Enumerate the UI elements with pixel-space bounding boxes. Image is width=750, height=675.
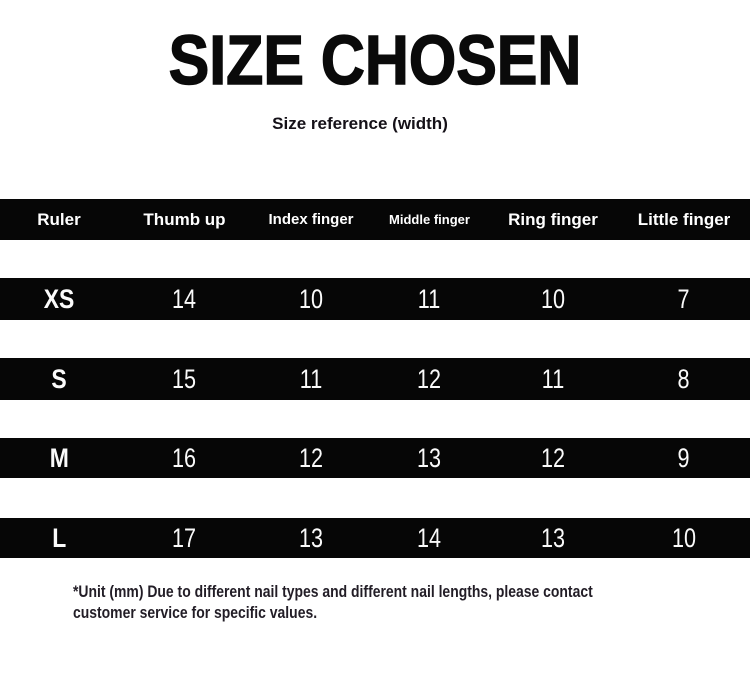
size-row-m: M 16 12 13 12 9: [0, 438, 750, 478]
page-title: SIZE CHOSEN: [168, 21, 582, 99]
size-value: 17: [172, 522, 197, 553]
size-value: 12: [298, 442, 324, 473]
size-value: 11: [541, 363, 565, 394]
size-row-xs: XS 14 10 11 10 7: [0, 278, 750, 320]
size-value: 12: [540, 442, 566, 473]
column-header-ring: Ring finger: [508, 209, 598, 229]
size-label: M: [49, 442, 69, 473]
size-value: 14: [172, 283, 197, 314]
size-value: 15: [172, 363, 197, 394]
size-value: 11: [418, 283, 441, 314]
size-label: XS: [43, 283, 75, 314]
column-header-little: Little finger: [637, 209, 731, 229]
size-value: 16: [172, 442, 197, 473]
size-value: 14: [417, 522, 442, 553]
column-header-thumb: Thumb up: [143, 209, 226, 229]
size-label: L: [51, 522, 67, 553]
size-value: 13: [417, 442, 442, 473]
unit-footnote-line2: customer service for specific values.: [73, 603, 318, 622]
page-subtitle: Size reference (width): [272, 114, 448, 133]
column-header-ruler: Ruler: [37, 209, 81, 229]
size-value: 13: [540, 522, 566, 553]
size-value: 10: [540, 283, 566, 314]
size-row-s: S 15 11 12 11 8: [0, 358, 750, 400]
column-header-index: Index finger: [268, 211, 354, 228]
size-value: 11: [299, 363, 323, 394]
size-value: 13: [298, 522, 324, 553]
size-value: 10: [298, 283, 324, 314]
column-header-middle: Middle finger: [389, 212, 470, 227]
size-value: 8: [677, 363, 691, 394]
size-label: S: [51, 363, 67, 394]
size-value: 12: [417, 363, 442, 394]
size-value: 10: [671, 522, 697, 553]
size-value: 7: [677, 283, 691, 314]
unit-footnote-line1: *Unit (mm) Due to different nail types a…: [73, 582, 593, 601]
unit-footnote: *Unit (mm) Due to different nail types a…: [73, 581, 593, 623]
size-row-l: L 17 13 14 13 10: [0, 518, 750, 558]
table-header-row: Ruler Thumb up Index finger Middle finge…: [0, 199, 750, 240]
size-value: 9: [677, 442, 691, 473]
